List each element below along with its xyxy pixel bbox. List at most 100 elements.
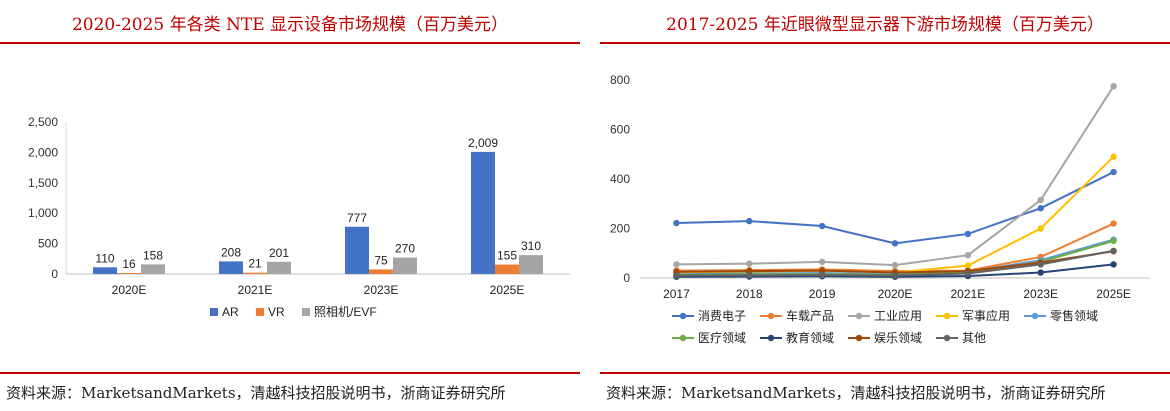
line-point-其他: [673, 272, 680, 279]
bar-AR: [471, 151, 495, 274]
right-chart-title: 2017-2025 年近眼微型显示器下游市场规模（百万美元）: [666, 15, 1104, 35]
bar-data-label: 21: [248, 257, 262, 271]
left-source-rule: [0, 372, 580, 374]
line-legend-label: 其他: [962, 331, 986, 345]
line-legend-marker: [855, 334, 863, 342]
bar-y-tick-label: 500: [38, 237, 58, 251]
line-legend-marker: [943, 334, 951, 342]
bar-data-label: 208: [221, 245, 241, 259]
line-point-娱乐领域: [818, 267, 826, 274]
line-legend-marker: [767, 312, 775, 320]
bar-data-label: 777: [347, 211, 367, 225]
line-point-教育领域: [1110, 261, 1117, 268]
line-legend-label: 娱乐领域: [874, 331, 922, 345]
bar-照相机/EVF: [519, 255, 543, 274]
bar-legend-label: AR: [222, 305, 239, 319]
bar-x-tick-label: 2020E: [112, 283, 147, 297]
line-point-消费电子: [1110, 168, 1117, 176]
bar-照相机/EVF: [141, 264, 165, 274]
line-point-其他: [1110, 247, 1117, 254]
line-series-消费电子: [676, 171, 1115, 245]
line-y-tick-label: 800: [610, 73, 630, 87]
bar-x-tick-label: 2023E: [364, 283, 399, 297]
bar-legend-label: 照相机/EVF: [314, 305, 377, 319]
line-point-军事应用: [1037, 225, 1044, 232]
bar-AR: [219, 261, 243, 274]
line-point-工业应用: [818, 258, 826, 266]
line-x-tick-label: 2025E: [1096, 287, 1131, 301]
line-y-tick-label: 0: [623, 271, 630, 285]
line-point-消费电子: [673, 219, 680, 227]
line-legend-marker: [943, 312, 951, 320]
line-y-tick-label: 600: [610, 123, 630, 137]
line-point-其他: [818, 271, 826, 279]
bar-y-tick-label: 1,500: [28, 176, 58, 190]
bar-legend-label: VR: [268, 305, 285, 319]
bar-y-tick-label: 2,000: [28, 145, 58, 159]
bar-legend-swatch: [256, 308, 264, 316]
line-legend-label: 教育领域: [786, 330, 834, 345]
left-title-rule: [0, 42, 580, 44]
bar-AR: [345, 226, 369, 274]
line-legend-label: 医疗领域: [698, 331, 746, 345]
line-point-工业应用: [964, 252, 972, 259]
line-point-其他: [1037, 261, 1044, 268]
line-point-工业应用: [673, 261, 680, 268]
line-legend-label: 车载产品: [786, 308, 834, 323]
line-legend-marker: [679, 334, 687, 342]
line-legend-marker: [855, 312, 863, 320]
line-y-tick-label: 200: [610, 222, 630, 236]
right-source-rule: [600, 372, 1170, 374]
bar-data-label: 110: [95, 251, 114, 265]
line-point-其他: [964, 270, 972, 277]
bar-chart: 0 500 1,000 1,500 2,000 2,500 110 16 158 2020E 208…: [28, 115, 570, 319]
line-x-tick-label: 2018: [736, 287, 763, 301]
left-source-note: 资料来源：MarketsandMarkets，清越科技招股说明书，浙商证券研究所: [6, 384, 506, 402]
left-chart-title: 2020-2025 年各类 NTE 显示设备市场规模（百万美元）: [71, 15, 509, 35]
bar-legend-swatch: [302, 308, 310, 316]
line-legend-label: 工业应用: [874, 308, 922, 323]
bar-y-tick-label: 2,500: [28, 115, 58, 129]
line-legend-marker: [1031, 312, 1039, 320]
line-point-消费电子: [746, 217, 753, 225]
bar-data-label: 201: [269, 246, 289, 260]
right-title-rule: [600, 42, 1170, 44]
line-point-消费电子: [1037, 205, 1044, 212]
bar-VR: [495, 264, 519, 274]
line-y-tick-label: 400: [610, 172, 630, 186]
line-x-tick-label: 2017: [663, 287, 690, 301]
line-series-军事应用: [676, 156, 1115, 275]
line-x-tick-label: 2019: [809, 287, 836, 301]
bar-data-label: 270: [395, 242, 415, 256]
bar-照相机/EVF: [267, 261, 291, 274]
line-point-军事应用: [1110, 153, 1117, 160]
right-panel: 2017-2025 年近眼微型显示器下游市场规模（百万美元） 0 200 400 60…: [600, 0, 1170, 411]
line-series-工业应用: [676, 85, 1115, 267]
line-point-消费电子: [818, 222, 826, 230]
line-x-tick-label: 2023E: [1023, 287, 1058, 301]
line-legend-label: 消费电子: [698, 309, 746, 323]
line-x-tick-label: 2021E: [951, 287, 986, 301]
bar-VR: [369, 269, 393, 274]
bar-y-tick-label: 0: [51, 267, 58, 281]
bar-data-label: 16: [122, 257, 136, 271]
bar-data-label: 75: [374, 253, 388, 267]
bar-y-tick-label: 1,000: [28, 206, 58, 220]
line-point-工业应用: [746, 260, 753, 267]
line-point-其他: [891, 272, 899, 279]
bar-照相机/EVF: [393, 257, 417, 274]
bar-data-label: 158: [143, 248, 163, 262]
bar-data-label: 310: [521, 239, 541, 253]
line-legend-label: 零售领域: [1050, 308, 1098, 323]
line-point-医疗领域: [1110, 237, 1117, 245]
bar-AR: [93, 267, 117, 274]
line-point-教育领域: [1037, 269, 1044, 276]
line-point-工业应用: [1037, 196, 1044, 204]
bar-x-tick-label: 2021E: [238, 283, 273, 297]
line-x-tick-label: 2020E: [878, 287, 913, 301]
line-legend-label: 军事应用: [962, 308, 1010, 323]
bar-data-label: 155: [497, 249, 517, 263]
line-chart: 0 200 400 600 800 2017 2018 2019 2020E 2021E 2023E…: [610, 73, 1150, 345]
bar-legend-swatch: [210, 308, 218, 316]
line-point-车载产品: [1110, 220, 1117, 227]
